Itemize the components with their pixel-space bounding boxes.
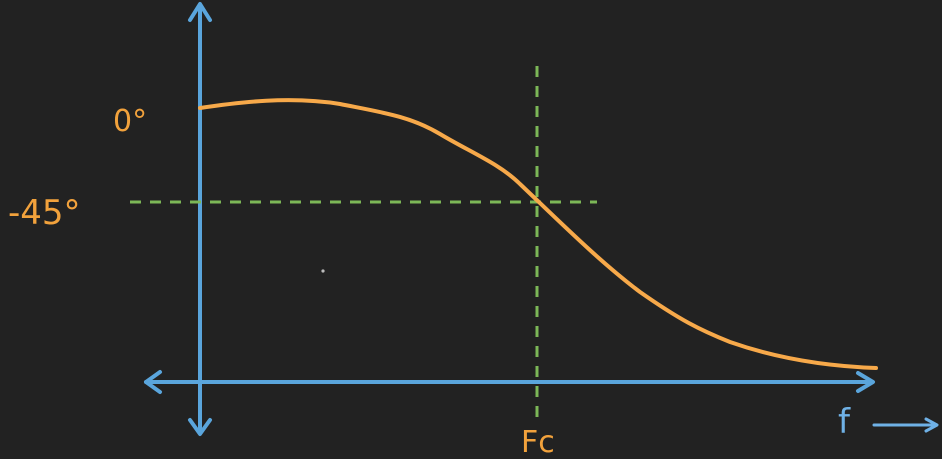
fc-label: Fc <box>521 425 555 459</box>
zero-degree-label: 0° <box>113 104 147 139</box>
arrow-right-icon <box>872 417 939 433</box>
f-axis-label: f <box>838 402 851 442</box>
phase-curve <box>198 98 878 370</box>
horizontal-axis <box>144 370 875 394</box>
minus-45-degree-label: -45° <box>8 193 81 233</box>
vertical-axis <box>188 2 212 436</box>
stray-dot <box>321 269 325 273</box>
